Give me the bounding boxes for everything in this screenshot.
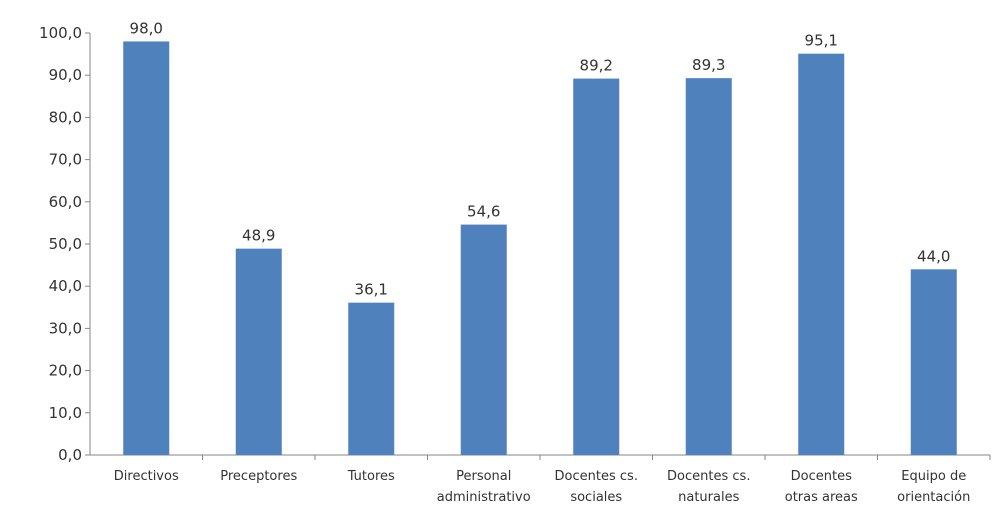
y-tick-label: 10,0 xyxy=(49,404,82,422)
data-label: 54,6 xyxy=(467,203,500,221)
x-category-label: Tutores xyxy=(347,469,395,484)
bar xyxy=(123,41,170,455)
y-tick-label: 80,0 xyxy=(49,108,82,126)
bar xyxy=(910,269,957,455)
y-tick-label: 0,0 xyxy=(58,446,82,464)
x-category-label: Docentes otras areas xyxy=(785,469,858,505)
x-category-label: Docentes cs. naturales xyxy=(667,469,750,505)
bar xyxy=(573,78,620,456)
y-tick-label: 70,0 xyxy=(49,151,82,169)
data-label: 36,1 xyxy=(355,281,388,299)
data-label: 48,9 xyxy=(242,227,275,245)
x-category-label: Equipo de orientación xyxy=(897,469,970,505)
x-category-label: Directivos xyxy=(114,469,179,484)
bar xyxy=(798,53,845,455)
bar xyxy=(685,78,732,456)
y-axis-ticks: 0,0 10,0 20,0 30,0 40,0 50,0 60,0 70,0 80,0 90,0 1… xyxy=(39,24,90,464)
y-tick-label: 30,0 xyxy=(49,319,82,337)
x-category-label: Personal administrativo xyxy=(437,469,531,505)
x-axis-labels: Directivos Preceptores Tutores Personal admi… xyxy=(114,455,991,505)
axes xyxy=(89,33,990,456)
y-tick-label: 20,0 xyxy=(49,362,82,380)
y-tick-label: 50,0 xyxy=(49,235,82,253)
data-labels: 98,0 48,9 36,1 54,6 89,2 89,3 95,1 44,0 xyxy=(130,19,951,298)
bar xyxy=(348,302,395,455)
y-tick-label: 60,0 xyxy=(49,193,82,211)
data-label: 44,0 xyxy=(917,247,950,265)
y-tick-label: 40,0 xyxy=(49,277,82,295)
bars xyxy=(123,41,957,456)
data-label: 89,3 xyxy=(692,56,725,74)
x-category-label: Docentes cs. sociales xyxy=(555,469,638,505)
bar xyxy=(460,224,507,455)
y-tick-label: 90,0 xyxy=(49,66,82,84)
data-label: 95,1 xyxy=(805,32,838,50)
data-label: 98,0 xyxy=(130,19,163,37)
x-category-label: Preceptores xyxy=(220,469,297,484)
y-tick-label: 100,0 xyxy=(39,24,82,42)
bar xyxy=(235,248,282,455)
data-label: 89,2 xyxy=(580,57,613,75)
